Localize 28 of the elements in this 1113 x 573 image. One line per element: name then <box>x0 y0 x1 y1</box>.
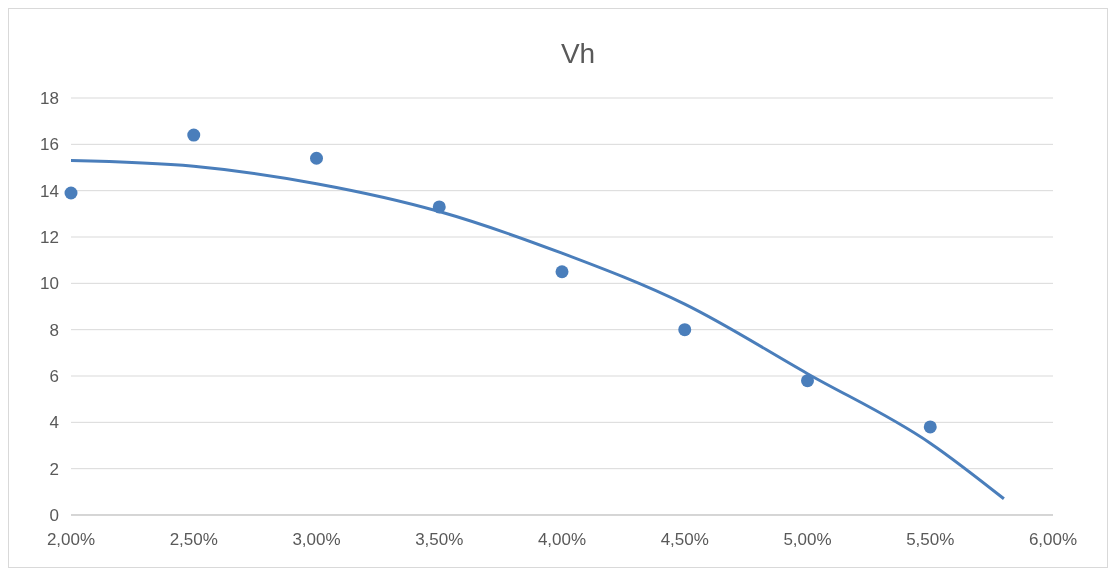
chart-title: Vh <box>560 38 596 69</box>
x-tick-label: 3,00% <box>292 530 341 549</box>
y-tick-label: 10 <box>40 274 59 294</box>
point <box>555 265 569 279</box>
y-tick-label: 16 <box>40 135 59 155</box>
point <box>310 151 323 165</box>
y-tick-label: 12 <box>40 227 59 247</box>
x-tick-label: 3,50% <box>415 530 464 549</box>
y-tick-label: 18 <box>40 88 59 108</box>
y-tick-label: 2 <box>49 459 59 479</box>
x-tick-label: 6,00% <box>1028 530 1078 549</box>
x-tick-label: 4,50% <box>660 530 709 549</box>
y-tick-label: 14 <box>40 181 59 201</box>
x-tick-label: 2,00% <box>46 530 96 549</box>
x-tick-label: 5,00% <box>783 530 832 549</box>
x-tick-label: 2,50% <box>169 530 218 549</box>
y-tick-label: 0 <box>49 505 59 525</box>
y-tick-label: 8 <box>49 320 59 340</box>
line-series <box>69 159 1006 501</box>
point <box>187 128 201 142</box>
y-tick-label: 4 <box>49 413 59 433</box>
x-tick-label: 5,50% <box>906 530 955 549</box>
point <box>678 323 692 337</box>
point <box>801 374 814 388</box>
point <box>923 420 937 434</box>
point <box>64 186 78 200</box>
y-tick-label: 6 <box>49 366 59 386</box>
x-tick-label: 4,00% <box>537 530 587 549</box>
